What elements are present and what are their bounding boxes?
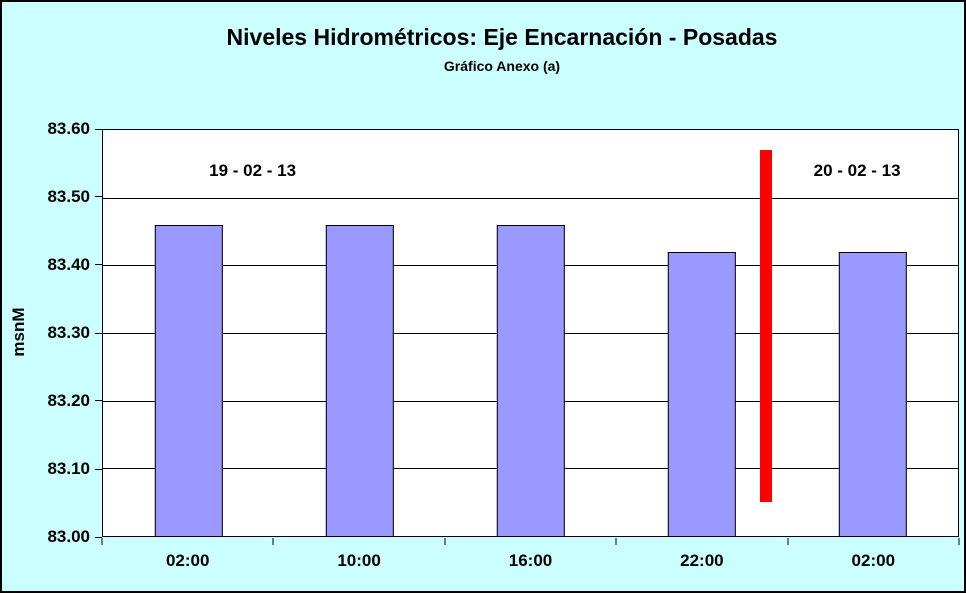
x-axis-tick-marks [101,538,960,545]
y-tick-mark-83.00 [95,536,102,538]
x-tick-mark-4 [787,538,789,545]
bar-02:00 [154,224,223,536]
chart-subtitle: Gráfico Anexo (a) [443,58,561,74]
x-tick-mark-3 [615,538,617,545]
plot-area: 19 - 02 - 13 20 - 02 - 13 [102,129,959,537]
y-tick-label-83.00: 83.00 [47,527,90,546]
x-tick-mark-0 [101,538,103,545]
y-axis-tick-labels: 83.60 83.50 83.40 83.30 83.20 83.10 83.00 [2,119,90,546]
y-tick-label-83.40: 83.40 [47,254,90,274]
y-tick-label-83.10: 83.10 [47,459,90,478]
y-tick-mark-83.20 [95,400,102,402]
x-tick-mark-1 [272,538,274,545]
bar-10:00 [325,224,394,536]
bar-22:00 [667,251,736,536]
y-tick-mark-83.30 [95,332,102,334]
x-tick-label-10:00: 10:00 [337,551,381,570]
x-tick-label-22:00: 22:00 [680,551,724,570]
bar-02:00 [838,251,907,536]
gridline-83.50 [103,197,958,199]
date-label-1: 19 - 02 - 13 [209,160,297,180]
y-tick-mark-83.60 [95,128,102,130]
y-tick-mark-83.40 [95,264,102,266]
bar-16:00 [496,224,565,536]
x-axis-tick-labels: 02:00 10:00 16:00 22:00 02:00 [102,551,959,575]
date-divider-line [759,150,772,503]
date-label-2: 20 - 02 - 13 [813,160,901,180]
x-tick-label-02:00: 02:00 [851,551,896,570]
y-tick-mark-83.10 [95,468,102,470]
y-tick-label-83.20: 83.20 [47,390,90,410]
x-tick-label-02:00: 02:00 [165,551,210,570]
y-tick-mark-83.50 [95,196,102,198]
x-tick-label-16:00: 16:00 [508,551,553,570]
y-tick-label-83.60: 83.60 [47,119,90,138]
y-axis-tick-marks [95,128,102,538]
x-tick-mark-2 [444,538,446,545]
y-tick-label-83.50: 83.50 [47,186,90,206]
x-tick-mark-5 [958,538,960,545]
y-tick-label-83.30: 83.30 [47,323,90,342]
chart-title: Niveles Hidrométricos: Eje Encarnación -… [226,24,778,50]
